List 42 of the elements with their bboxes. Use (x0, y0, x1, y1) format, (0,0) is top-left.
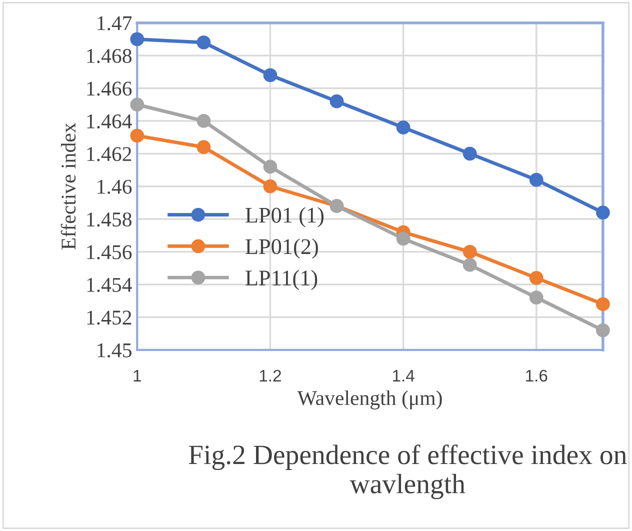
point (529, 290, 544, 305)
point (396, 232, 410, 246)
point (130, 32, 144, 46)
point (330, 94, 344, 108)
y-tick-label: 1.462 (87, 147, 132, 162)
y-tick-label: 1.454 (87, 278, 132, 292)
x-tick-label: 1.4 (392, 370, 414, 382)
point (263, 179, 278, 194)
x-tick-label: 1.2 (260, 370, 281, 382)
y-tick-label: 1.464 (87, 114, 132, 128)
x-tick-label: 1.6 (526, 370, 548, 382)
x-tick-label: 1 (134, 370, 141, 382)
legend-label: LP11(1) (246, 270, 318, 290)
y-tick-label: 1.456 (87, 245, 132, 260)
point (130, 98, 144, 112)
point (462, 146, 477, 161)
point (529, 271, 544, 285)
y-axis-title: Effective index (60, 122, 76, 250)
y-tick-label: 1.452 (87, 310, 132, 325)
point (196, 114, 211, 128)
point (596, 297, 610, 312)
point (462, 258, 477, 272)
y-tick-label: 1.47 (98, 16, 132, 30)
point (596, 323, 610, 338)
point (263, 68, 278, 82)
point (196, 36, 211, 50)
y-tick-label: 1.466 (87, 82, 132, 96)
point (263, 160, 278, 174)
legend-label: LP01(2) (246, 238, 318, 259)
x-axis-title: Wavelength (μm) (297, 390, 442, 410)
point (529, 172, 544, 187)
point (130, 128, 144, 143)
y-tick-label: 1.45 (98, 343, 132, 358)
point (396, 120, 410, 134)
point (196, 140, 211, 154)
y-tick-label: 1.458 (87, 212, 132, 227)
y-tick-label: 1.46 (98, 180, 132, 194)
point (596, 206, 610, 220)
y-tick-label: 1.468 (87, 48, 132, 64)
point (462, 244, 477, 259)
caption: Fig.2 Dependence of effective index on wavlength (188, 444, 627, 500)
legend-label: LP01 (1) (246, 207, 324, 228)
